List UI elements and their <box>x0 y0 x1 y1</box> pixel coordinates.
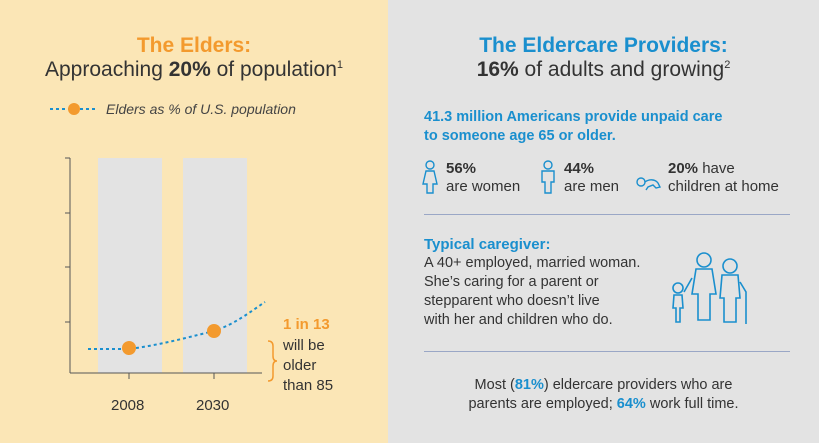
providers-subtitle-post: of adults and growing <box>518 58 725 81</box>
callout-line: than 85 <box>283 377 334 394</box>
caregiver-line: stepparent who doesn’t live <box>424 293 600 309</box>
stat-women-label: are women <box>446 178 521 195</box>
providers-footer: Most (81%) eldercare providers who are p… <box>388 376 819 414</box>
footer-text: parents are employed; <box>468 396 617 412</box>
stat-children-value: 20% <box>668 160 699 177</box>
footer-line-1: Most (81%) eldercare providers who are <box>388 376 819 395</box>
callout-line: will be <box>283 337 325 354</box>
elders-title: The Elders: <box>136 34 252 57</box>
stat-children-label: children at home <box>668 178 779 195</box>
providers-subtitle-percent: 16% <box>476 58 519 81</box>
stat-women-text: 56% are women <box>446 160 520 196</box>
footer-line-2: parents are employed; 64% work full time… <box>388 395 819 414</box>
man-icon <box>541 160 555 194</box>
elders-footnote-marker: 1 <box>336 59 344 71</box>
elders-chart <box>65 157 278 382</box>
legend-label: Elders as % of U.S. population <box>106 101 296 117</box>
stat-women-value: 56% <box>446 160 477 177</box>
headline-line: 41.3 million Americans provide unpaid ca… <box>424 109 723 125</box>
providers-panel: The Eldercare Providers: 16% of adults a… <box>388 0 819 443</box>
callout-bracket <box>267 340 278 382</box>
x-tick-label-2008: 2008 <box>111 397 145 414</box>
baby-icon <box>636 177 662 191</box>
caregiver-line: with her and children who do. <box>424 312 613 328</box>
stat-men-text: 44% are men <box>564 160 619 196</box>
stat-children-text: 20% have children at home <box>668 160 779 196</box>
elders-subtitle: Approaching 20% of population1 <box>0 58 388 82</box>
footer-percent-81: 81% <box>514 377 544 393</box>
providers-subtitle: 16% of adults and growing2 <box>388 58 819 82</box>
stat-men: 44% are men <box>538 160 619 196</box>
caregiver-line: She’s caring for a parent or <box>424 274 599 290</box>
callout-text: will be older than 85 <box>283 336 373 396</box>
point-2030 <box>207 324 221 338</box>
elders-subtitle-post: of population <box>210 58 337 81</box>
woman-icon <box>422 160 438 194</box>
divider <box>424 214 790 215</box>
family-icon <box>672 252 747 324</box>
callout-line: older <box>283 357 317 374</box>
providers-headline: 41.3 million Americans provide unpaid ca… <box>424 108 784 146</box>
providers-title: The Eldercare Providers: <box>479 34 728 57</box>
elders-panel: The Elders: Approaching 20% of populatio… <box>0 0 388 443</box>
caregiver-description: A 40+ employed, married woman. She’s car… <box>424 254 674 330</box>
bar-2030 <box>183 158 247 373</box>
elders-subtitle-pre: Approaching <box>44 58 169 81</box>
legend-line-icon <box>50 103 98 115</box>
footer-text: ) eldercare providers who are <box>543 377 733 393</box>
stat-men-value: 44% <box>564 160 595 177</box>
stat-women: 56% are women <box>420 160 520 196</box>
chart-legend: Elders as % of U.S. population <box>50 101 296 117</box>
caregiver-line: A 40+ employed, married woman. <box>424 255 641 271</box>
stat-children: 20% have children at home <box>634 160 779 196</box>
divider <box>424 351 790 352</box>
stat-children-suffix: have <box>698 160 735 177</box>
bar-2008 <box>98 158 162 373</box>
caregiver-heading: Typical caregiver: <box>424 236 551 253</box>
providers-footnote-marker: 2 <box>724 59 731 71</box>
headline-line: to someone age 65 or older. <box>424 128 616 144</box>
callout-highlight: 1 in 13 <box>283 316 330 333</box>
elders-subtitle-percent: 20% <box>168 58 211 81</box>
footer-text: work full time. <box>645 396 739 412</box>
point-2008 <box>122 341 136 355</box>
footer-text: Most ( <box>474 377 515 393</box>
footer-percent-64: 64% <box>616 396 646 412</box>
x-tick-label-2030: 2030 <box>196 397 230 414</box>
stat-men-label: are men <box>564 178 620 195</box>
